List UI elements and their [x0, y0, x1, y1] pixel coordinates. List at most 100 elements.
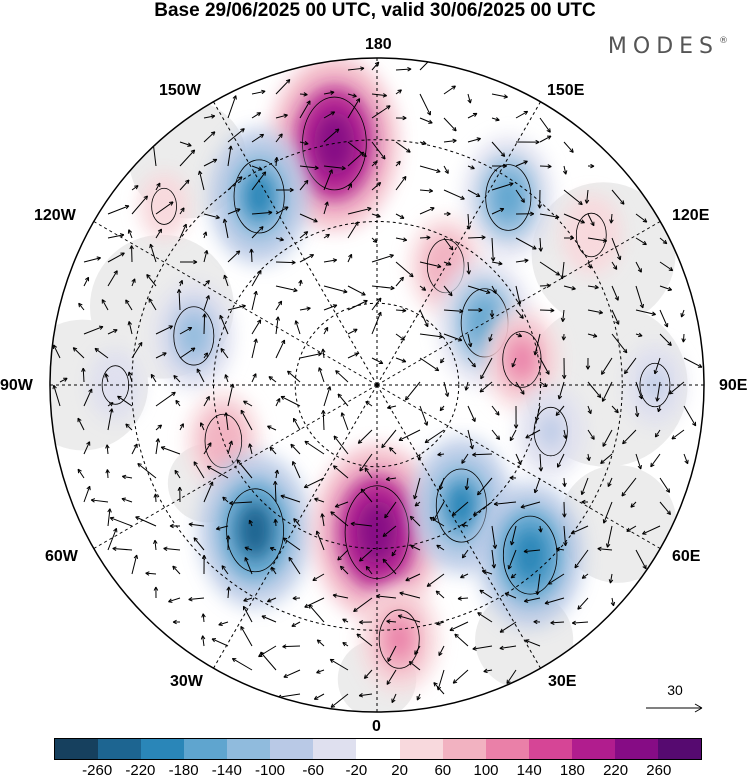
wind-arrow: [499, 621, 517, 633]
wind-arrow: [298, 279, 303, 287]
wind-arrow: [395, 276, 404, 287]
wind-arrow: [174, 469, 181, 479]
wind-arrow-head: [681, 338, 686, 343]
wind-arrow-head: [623, 369, 629, 375]
wind-arrow: [395, 237, 408, 242]
wind-arrow-shaft: [371, 213, 381, 218]
wind-arrow: [129, 245, 134, 263]
wind-arrow: [240, 625, 253, 647]
wind-arrow-shaft: [347, 221, 359, 239]
wind-arrow-shaft: [600, 453, 613, 464]
wind-arrow-shaft: [371, 254, 394, 263]
wind-arrow-shaft: [271, 567, 277, 575]
wind-arrow: [78, 302, 85, 311]
wind-arrow: [131, 278, 136, 287]
wind-arrow-head: [571, 285, 576, 291]
wind-arrow-shaft: [179, 223, 187, 239]
wind-arrow-shaft: [223, 218, 229, 239]
wind-arrow-head: [386, 680, 391, 685]
wind-arrow-shaft: [350, 523, 373, 527]
wind-arrow: [160, 446, 181, 455]
wind-arrow-head: [135, 516, 140, 521]
wind-arrow: [515, 211, 535, 217]
wind-arrow: [347, 206, 372, 215]
wind-arrow-head: [500, 152, 506, 157]
wind-arrow-head: [342, 618, 347, 623]
wind-arrow-shaft: [347, 207, 372, 215]
wind-arrow-head: [359, 619, 364, 625]
wind-arrow-head: [598, 310, 603, 315]
wind-arrow: [533, 333, 541, 356]
wind-arrow-shaft: [203, 250, 208, 263]
wind-arrow-head: [332, 304, 338, 309]
wind-arrow-head: [153, 586, 159, 591]
wind-arrow: [363, 669, 373, 679]
wind-arrow: [153, 586, 159, 599]
lon-label-150e: 150E: [547, 82, 585, 99]
wind-arrow-shaft: [603, 501, 613, 524]
wind-arrow-shaft: [299, 180, 309, 191]
wind-arrow: [125, 299, 133, 311]
wind-arrow-shaft: [587, 285, 599, 289]
wind-arrow: [659, 333, 672, 346]
wind-arrow-head: [666, 510, 672, 516]
wind-arrow-shaft: [395, 276, 404, 287]
wind-arrow-shaft: [437, 669, 445, 691]
wind-arrow-head: [570, 530, 576, 535]
wind-arrow-head: [244, 546, 249, 551]
wind-arrow-head: [504, 592, 510, 597]
wind-arrow: [387, 405, 397, 410]
wind-arrow-shaft: [280, 395, 301, 407]
wind-arrow: [602, 501, 613, 524]
wind-arrow: [507, 549, 517, 570]
wind-arrow-shaft: [443, 165, 449, 174]
wind-arrow-head: [190, 347, 196, 352]
wind-arrow-head: [547, 164, 552, 169]
wind-arrow-shaft: [249, 443, 253, 455]
wind-arrow: [299, 92, 308, 97]
anomaly-contour: [533, 406, 568, 457]
wind-arrow-head: [581, 499, 586, 505]
wind-arrow: [81, 367, 86, 383]
wind-arrow: [398, 429, 421, 441]
wind-arrow: [419, 140, 427, 146]
wind-arrow: [577, 597, 589, 610]
wind-arrow-shaft: [642, 525, 661, 535]
negative-anomaly: [208, 127, 310, 265]
wind-arrow-head: [328, 169, 333, 174]
wind-arrow-head: [174, 469, 179, 475]
wind-arrow-head: [439, 406, 445, 412]
wind-arrow-head: [490, 257, 496, 262]
wind-arrow-shaft: [376, 595, 397, 599]
wind-arrow-shaft: [59, 377, 68, 383]
wind-arrow-head: [517, 333, 523, 338]
wind-arrow-shaft: [515, 285, 521, 305]
wind-arrow-shaft: [577, 597, 589, 610]
wind-arrow-shaft: [467, 429, 474, 450]
wind-arrow-head: [662, 239, 668, 245]
wind-arrow-head: [306, 306, 311, 311]
wind-arrow: [201, 613, 206, 623]
wind-arrow-head: [523, 548, 528, 554]
wind-arrow-shaft: [203, 442, 212, 455]
wind-arrow: [481, 569, 493, 575]
anomaly-contour: [502, 515, 558, 595]
wind-arrow-shaft: [193, 537, 205, 551]
wind-arrow-shaft: [117, 395, 133, 407]
wind-arrow-head: [210, 114, 216, 119]
wind-arrow: [314, 497, 325, 503]
wind-arrow-head: [308, 604, 313, 609]
wind-scale-label: 30: [667, 682, 683, 698]
wind-arrow-head: [330, 111, 336, 116]
wind-arrow: [515, 237, 537, 250]
wind-arrow: [395, 66, 412, 72]
wind-arrow: [483, 668, 493, 674]
wind-arrow-shaft: [467, 405, 476, 422]
wind-arrow-shaft: [333, 435, 349, 455]
wind-arrow-shaft: [122, 475, 133, 479]
wind-arrow-shaft: [337, 393, 349, 407]
wind-arrow: [251, 89, 266, 95]
wind-arrow-head: [222, 496, 227, 502]
wind-arrow-shaft: [251, 171, 267, 191]
wind-arrow-head: [252, 373, 257, 378]
